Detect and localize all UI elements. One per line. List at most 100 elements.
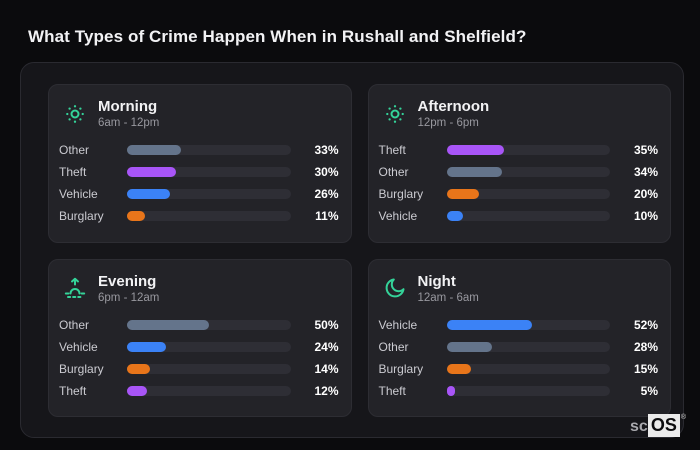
card-header-text: Night 12am - 6am <box>418 273 479 304</box>
bar-track <box>446 363 610 374</box>
bar-rows: Vehicle 52% Other 28% Burglary 15% Theft… <box>379 318 659 398</box>
card-header: Morning 6am - 12pm <box>63 98 337 129</box>
bar-row: Other 50% <box>59 318 339 332</box>
bar-row: Theft 5% <box>379 384 659 398</box>
time-period-card: Morning 6am - 12pm Other 33% Theft 30% V… <box>48 84 352 243</box>
bar-value: 33% <box>314 143 339 158</box>
time-period-card: Night 12am - 6am Vehicle 52% Other 28% B… <box>367 258 671 417</box>
bar-rows: Theft 35% Other 34% Burglary 20% Vehicle… <box>379 143 659 223</box>
bar-row: Other 33% <box>59 143 339 157</box>
bar-label: Burglary <box>378 361 424 376</box>
bar-label: Other <box>378 339 409 354</box>
panel-title: Evening <box>98 272 157 290</box>
watermark-logo: OS <box>647 414 680 437</box>
bar-track <box>446 167 610 178</box>
card-header: Afternoon 12pm - 6pm <box>383 98 657 129</box>
panel-title: Afternoon <box>417 98 490 115</box>
bar-fill <box>127 189 170 200</box>
card-header: Night 12am - 6am <box>383 273 657 304</box>
watermark-prefix: sc <box>630 418 648 435</box>
bar-fill <box>446 341 493 352</box>
bar-track <box>446 385 610 396</box>
bar-row: Vehicle 26% <box>59 187 339 201</box>
bar-fill <box>127 211 145 222</box>
bar-label: Theft <box>378 143 406 158</box>
bar-track <box>127 167 291 178</box>
bar-row: Theft 12% <box>59 384 339 398</box>
time-period-card: Afternoon 12pm - 6pm Theft 35% Other 34%… <box>367 84 671 243</box>
bar-fill <box>446 385 455 396</box>
bar-value: 10% <box>633 209 658 224</box>
bar-row: Other 34% <box>379 165 659 179</box>
bar-label: Burglary <box>59 361 104 376</box>
bar-row: Burglary 11% <box>59 209 339 223</box>
bar-value: 12% <box>314 383 339 398</box>
bar-row: Theft 30% <box>59 165 339 179</box>
panel-subtitle: 6pm - 12am <box>98 291 160 304</box>
bar-track <box>446 211 610 222</box>
bar-row: Vehicle 52% <box>379 318 659 332</box>
bar-label: Vehicle <box>378 317 418 332</box>
card-header-text: Evening 6pm - 12am <box>98 273 159 304</box>
bar-value: 24% <box>314 339 339 354</box>
bar-rows: Other 33% Theft 30% Vehicle 26% Burglary… <box>59 143 339 223</box>
bar-row: Other 28% <box>379 340 659 354</box>
bar-fill <box>446 319 532 330</box>
time-panels-grid: Morning 6am - 12pm Other 33% Theft 30% V… <box>21 63 683 437</box>
bar-fill <box>127 319 209 330</box>
bar-fill <box>446 189 480 200</box>
bar-track <box>127 319 291 330</box>
bar-label: Other <box>59 317 90 332</box>
bar-track <box>446 319 610 330</box>
bar-fill <box>446 363 472 374</box>
watermark: sc OS ® <box>630 414 686 437</box>
registered-trademark-icon: ® <box>680 414 686 421</box>
sun-icon <box>63 102 87 126</box>
bar-track <box>127 145 291 156</box>
bar-value: 35% <box>633 143 658 158</box>
bar-track <box>446 341 610 352</box>
card-header-text: Afternoon 12pm - 6pm <box>418 98 490 129</box>
moon-icon <box>383 276 407 300</box>
bar-fill <box>446 145 504 156</box>
bar-value: 5% <box>640 383 658 398</box>
bar-label: Other <box>378 165 409 180</box>
bar-value: 34% <box>633 165 658 180</box>
bar-label: Burglary <box>59 209 104 224</box>
bar-track <box>446 145 610 156</box>
bar-fill <box>127 145 181 156</box>
bar-fill <box>446 167 503 178</box>
bar-value: 11% <box>315 209 339 224</box>
bar-row: Burglary 20% <box>379 187 659 201</box>
panel-title: Morning <box>98 98 158 115</box>
time-panels-container: Morning 6am - 12pm Other 33% Theft 30% V… <box>20 62 684 438</box>
bar-row: Vehicle 10% <box>379 209 659 223</box>
bar-track <box>127 189 291 200</box>
time-period-card: Evening 6pm - 12am Other 50% Vehicle 24%… <box>48 258 352 417</box>
bar-label: Vehicle <box>59 339 98 354</box>
bar-label: Other <box>59 143 90 158</box>
bar-track <box>127 341 291 352</box>
bar-value: 14% <box>314 361 339 376</box>
bar-track <box>127 363 291 374</box>
bar-track <box>127 385 291 396</box>
bar-value: 50% <box>314 317 339 332</box>
bar-row: Burglary 14% <box>59 362 339 376</box>
bar-value: 52% <box>633 317 658 332</box>
bar-fill <box>127 363 150 374</box>
card-header-text: Morning 6am - 12pm <box>98 98 159 129</box>
bar-value: 26% <box>314 187 339 202</box>
bar-track <box>446 189 610 200</box>
bar-fill <box>127 167 177 178</box>
bar-row: Vehicle 24% <box>59 340 339 354</box>
bar-track <box>127 211 291 222</box>
bar-label: Vehicle <box>59 187 98 202</box>
bar-label: Theft <box>59 165 87 180</box>
bar-value: 30% <box>314 165 339 180</box>
bar-label: Theft <box>378 383 406 398</box>
panel-subtitle: 12pm - 6pm <box>417 117 479 130</box>
bar-label: Theft <box>59 383 87 398</box>
panel-title: Night <box>417 272 456 290</box>
bar-rows: Other 50% Vehicle 24% Burglary 14% Theft… <box>59 318 339 398</box>
panel-subtitle: 6am - 12pm <box>98 117 160 130</box>
